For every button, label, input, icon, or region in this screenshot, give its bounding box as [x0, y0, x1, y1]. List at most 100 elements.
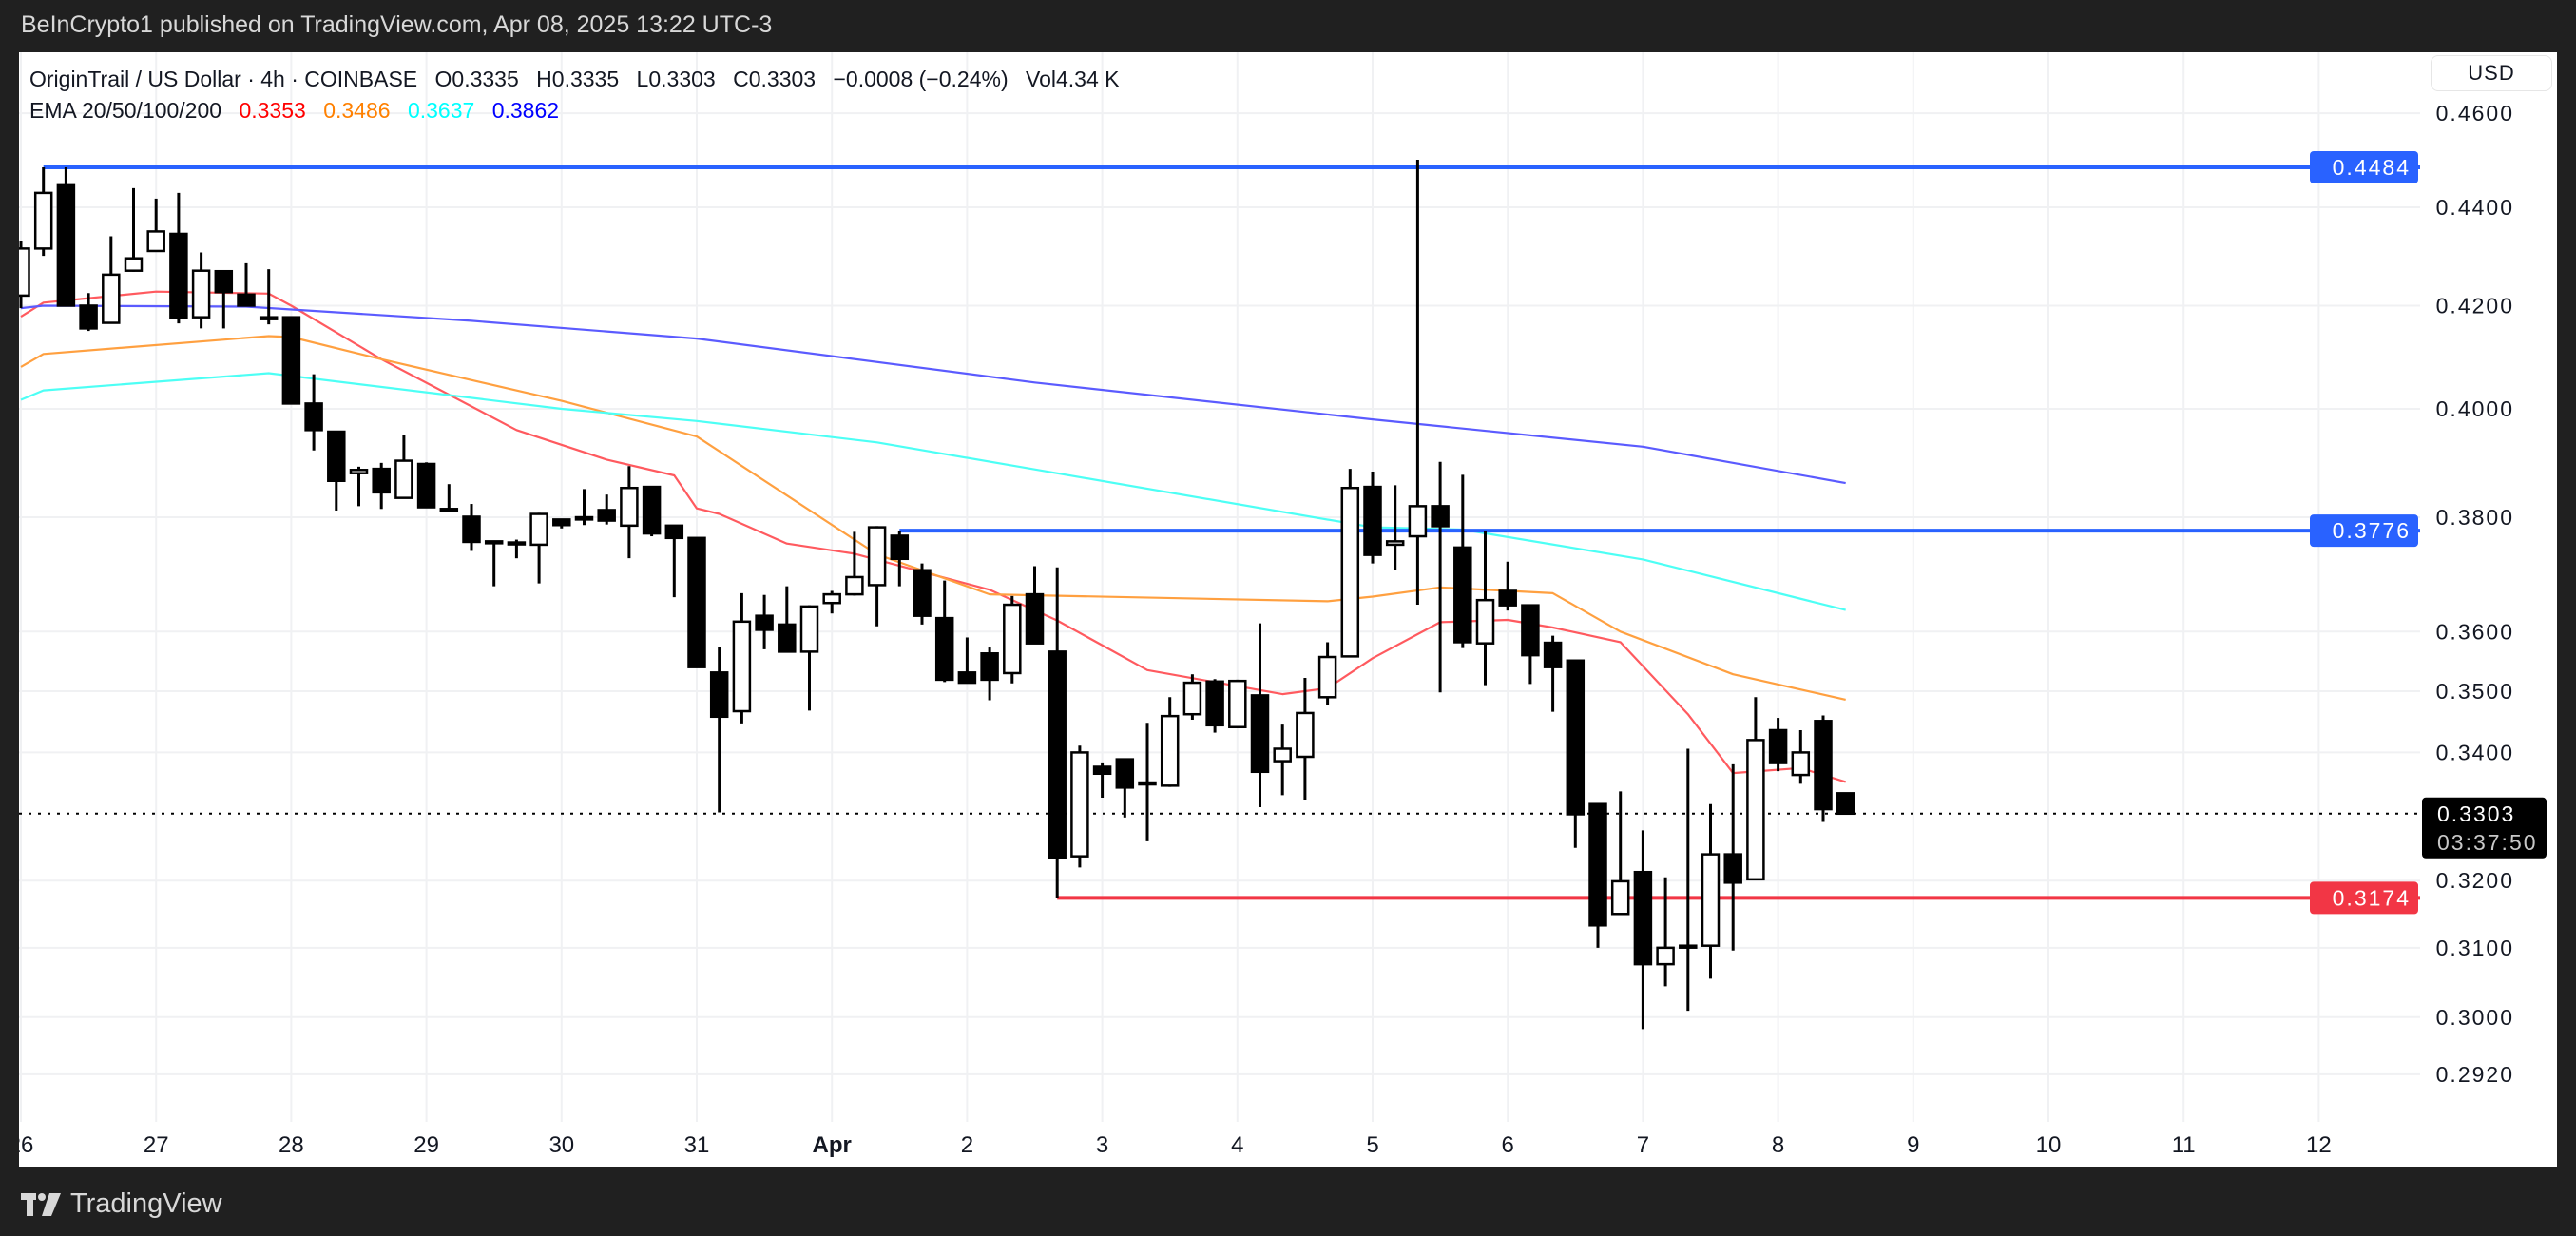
currency-button[interactable]: USD	[2431, 55, 2552, 91]
ema-legend[interactable]: EMA 20/50/100/200 0.3353 0.3486 0.3637 0…	[29, 98, 570, 124]
tradingview-logo-icon	[21, 1192, 61, 1216]
price-tick-label: 0.3400	[2436, 740, 2514, 764]
candle-up	[1160, 714, 1180, 787]
candlestick-chart[interactable]: 0.4600 0.4400 0.4200 0.4000 0.3800 0.3600 0.35…	[19, 52, 2557, 1167]
candle-down	[1092, 765, 1112, 776]
candle-down	[1566, 659, 1586, 816]
candle-up	[529, 512, 548, 547]
time-tick-label: 3	[1096, 1132, 1108, 1158]
candle-up	[1182, 681, 1202, 716]
candle-up	[1656, 946, 1675, 966]
price-tick-label: 0.3200	[2436, 868, 2514, 893]
candle-down	[709, 671, 729, 719]
price-axis: 0.4600 0.4400 0.4200 0.4000 0.3800 0.3600 0.35…	[2436, 101, 2514, 1087]
candle-up	[620, 486, 639, 528]
candle-down	[1025, 592, 1045, 645]
candle-up	[1791, 751, 1811, 777]
grid	[19, 52, 2420, 1122]
ema100-value: 0.3637	[407, 98, 475, 123]
ohlc-close: C0.3303	[733, 67, 817, 91]
candle-down	[1814, 720, 1833, 811]
candle-up	[1228, 679, 1247, 729]
price-tick-label: 0.4400	[2436, 195, 2514, 220]
candle-down	[372, 467, 391, 494]
candle-down	[957, 671, 977, 685]
candle-up	[191, 269, 211, 319]
price-tick-label: 0.3600	[2436, 619, 2514, 644]
candle-down	[1363, 485, 1382, 556]
candle-up	[507, 541, 527, 546]
candle-up	[1273, 747, 1292, 763]
candle-up	[732, 620, 752, 713]
candle-down	[416, 462, 436, 509]
symbol-legend: OriginTrail / US Dollar · 4h · COINBASE …	[29, 67, 1130, 92]
last-price-box	[2422, 797, 2547, 859]
candle-down	[1048, 650, 1067, 859]
price-change: −0.0008 (−0.24%)	[833, 67, 1009, 91]
price-labels: 0.4484 0.3776 0.3174 0.3303 03:37:50	[2310, 150, 2547, 915]
candle-up	[1138, 781, 1157, 786]
candle-down	[1521, 604, 1540, 657]
candle-down	[1205, 680, 1224, 727]
candle-up	[124, 257, 144, 272]
candle-up	[867, 526, 887, 587]
candle-down	[237, 293, 256, 307]
candle-up	[146, 230, 165, 253]
candle-down	[1115, 758, 1135, 789]
candle-up	[1701, 853, 1721, 947]
price-tick-label: 0.2920	[2436, 1062, 2514, 1087]
symbol-title: OriginTrail / US Dollar · 4h · COINBASE	[29, 67, 418, 91]
level-price-box	[2310, 514, 2418, 548]
level-price-label: 0.3776	[2333, 518, 2411, 543]
price-tick-label: 0.3500	[2436, 679, 2514, 704]
time-tick-label: 2	[961, 1132, 973, 1158]
tradingview-logo-text: TradingView	[70, 1188, 222, 1219]
candle-down	[1836, 792, 1855, 816]
candle-up	[574, 515, 594, 521]
price-tick-label: 0.3100	[2436, 936, 2514, 960]
candle-down	[1588, 802, 1607, 927]
chart-panel[interactable]: 0.4600 0.4400 0.4200 0.4000 0.3800 0.3600 0.35…	[19, 52, 2557, 1167]
candle-up	[799, 605, 819, 653]
price-tick-label: 0.4000	[2436, 396, 2514, 421]
bar-countdown-label: 03:37:50	[2437, 830, 2538, 855]
candle-up	[1340, 486, 1360, 658]
candle-down	[56, 183, 76, 307]
time-tick-label: 30	[548, 1132, 574, 1158]
publisher-line: BeInCrypto1 published on TradingView.com…	[21, 11, 773, 38]
candle-down	[462, 515, 481, 544]
candles	[19, 160, 1855, 1030]
time-tick-label: 12	[2306, 1132, 2332, 1158]
candle-down	[281, 316, 301, 405]
candle-up	[19, 247, 30, 298]
candle-down	[980, 652, 999, 682]
time-tick-label: 6	[1502, 1132, 1514, 1158]
price-tick-label: 0.4200	[2436, 293, 2514, 318]
time-tick-label: 28	[279, 1132, 304, 1158]
candle-up	[1003, 603, 1022, 675]
ema-line-ema50	[20, 335, 1846, 701]
candle-up	[1610, 879, 1630, 916]
candle-up	[1296, 711, 1315, 759]
candle-down	[687, 536, 706, 668]
level-price-box	[2310, 150, 2418, 183]
level-price-box	[2310, 881, 2418, 915]
tradingview-logo[interactable]: TradingView	[21, 1188, 222, 1220]
candle-down	[778, 623, 797, 653]
ema-line-ema100	[20, 372, 1846, 611]
time-tick-label: 10	[2036, 1132, 2062, 1158]
candle-up	[1408, 505, 1428, 538]
candle-down	[79, 304, 98, 330]
candle-down	[1633, 870, 1653, 966]
candle-down	[664, 524, 684, 540]
candle-down	[642, 485, 662, 535]
candle-down	[484, 540, 504, 545]
time-tick-label: 4	[1231, 1132, 1243, 1158]
candle-down	[890, 534, 910, 561]
candle-up	[1317, 655, 1337, 699]
candle-up	[822, 592, 841, 605]
level-price-label: 0.3174	[2333, 885, 2411, 910]
candle-down	[1453, 546, 1472, 644]
candle-down	[439, 508, 459, 512]
last-price-label: 0.3303	[2437, 801, 2515, 826]
